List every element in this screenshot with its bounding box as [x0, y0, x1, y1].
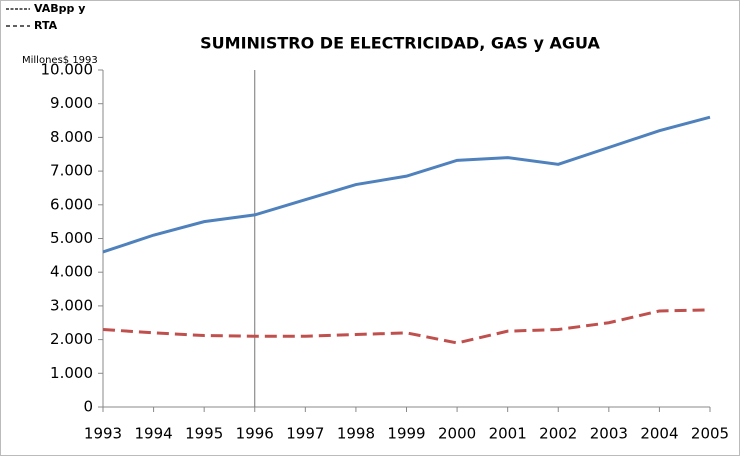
- legend-label: RTA: [34, 19, 58, 32]
- x-tick-label: 1993: [84, 425, 122, 443]
- x-tick-label: 2001: [489, 425, 527, 443]
- y-tick-label: 8.000: [50, 128, 93, 146]
- y-tick-label: 9.000: [50, 94, 93, 112]
- x-tick-label: 2005: [691, 425, 729, 443]
- y-tick-label: 3.000: [50, 296, 93, 314]
- y-tick-label: 10.000: [41, 61, 94, 79]
- y-axis-label: Millones$ 1993: [22, 55, 98, 66]
- x-tick-label: 1995: [185, 425, 223, 443]
- x-tick-label: 2003: [590, 425, 628, 443]
- y-tick-label: 2.000: [50, 330, 93, 348]
- x-tick-label: 2004: [640, 425, 678, 443]
- data-line: [102, 115, 711, 254]
- x-tick-label: 2000: [438, 425, 476, 443]
- y-tick-label: 6.000: [50, 195, 93, 213]
- legend-label: VABpp y: [34, 2, 85, 15]
- y-tick-label: 4.000: [50, 263, 93, 281]
- y-tick-label: 1.000: [50, 364, 93, 382]
- y-tick-label: 7.000: [50, 162, 93, 180]
- x-tick-label: 2002: [539, 425, 577, 443]
- x-tick-label: 1996: [236, 425, 274, 443]
- x-tick-label: 1994: [134, 425, 172, 443]
- x-tick-label: 1998: [337, 425, 375, 443]
- chart-title: SUMINISTRO DE ELECTRICIDAD, GAS y AGUA: [200, 34, 600, 53]
- data-line: [102, 308, 711, 345]
- y-tick-label: 5.000: [50, 229, 93, 247]
- x-tick-label: 1997: [286, 425, 324, 443]
- y-tick-label: 0: [83, 398, 93, 416]
- x-tick-label: 1999: [387, 425, 425, 443]
